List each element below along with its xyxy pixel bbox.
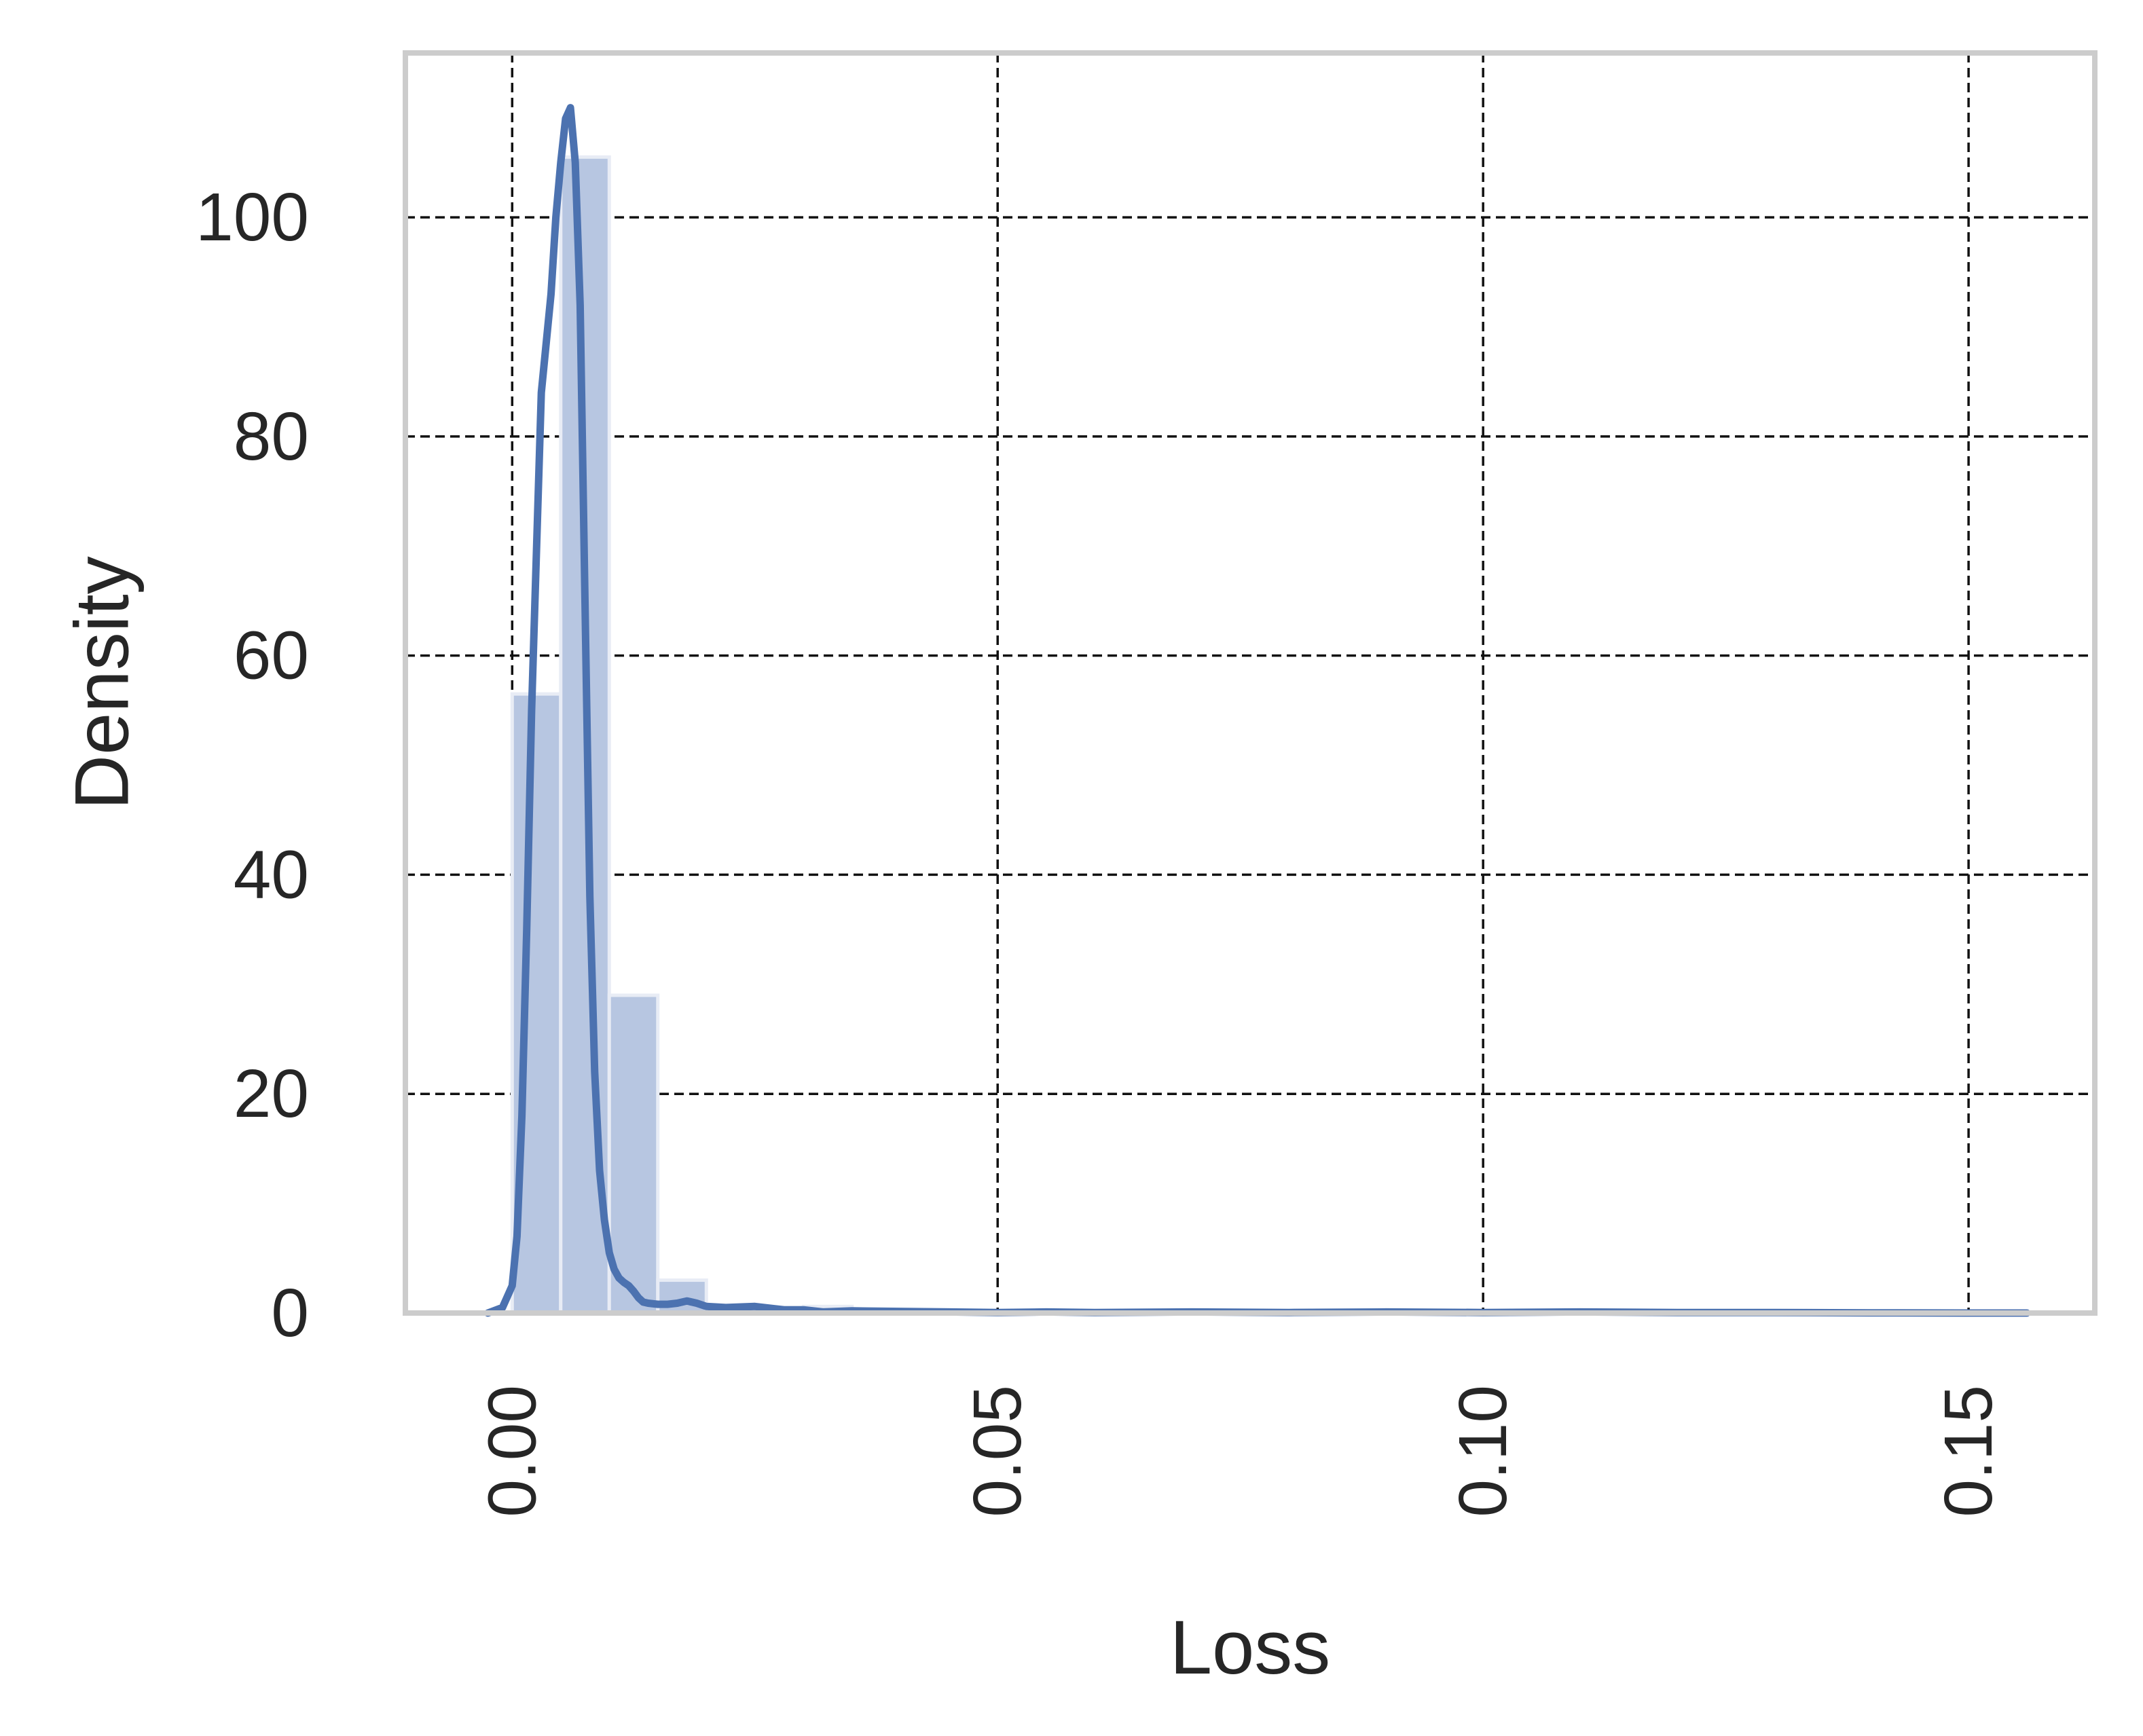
x-tick-label-1: 0.05 <box>959 1385 1036 1517</box>
histogram-bar-3 <box>656 1278 708 1315</box>
x-tick-label-0: 0.00 <box>474 1385 550 1517</box>
y-tick-label-3: 60 <box>234 618 309 694</box>
y-tick-label-0: 0 <box>271 1275 309 1351</box>
plot-frame <box>403 50 2098 1316</box>
kde-curve <box>484 104 2031 1317</box>
y-tick-label-5: 100 <box>196 179 309 255</box>
x-tick-label-3: 0.15 <box>1930 1385 2007 1517</box>
x-axis-label: Loss <box>1170 1605 1331 1690</box>
x-tick-label-2: 0.10 <box>1445 1385 1521 1517</box>
y-axis-ticks: 0 20 40 60 80 100 <box>196 179 309 1351</box>
y-axis-label: Density <box>60 556 145 809</box>
y-tick-label-4: 80 <box>234 399 309 475</box>
histogram-bar-2 <box>607 993 660 1315</box>
y-tick-label-1: 20 <box>234 1056 309 1132</box>
x-axis-ticks: 0.00 0.05 0.10 0.15 <box>474 1385 2007 1517</box>
y-tick-label-2: 40 <box>234 836 309 912</box>
